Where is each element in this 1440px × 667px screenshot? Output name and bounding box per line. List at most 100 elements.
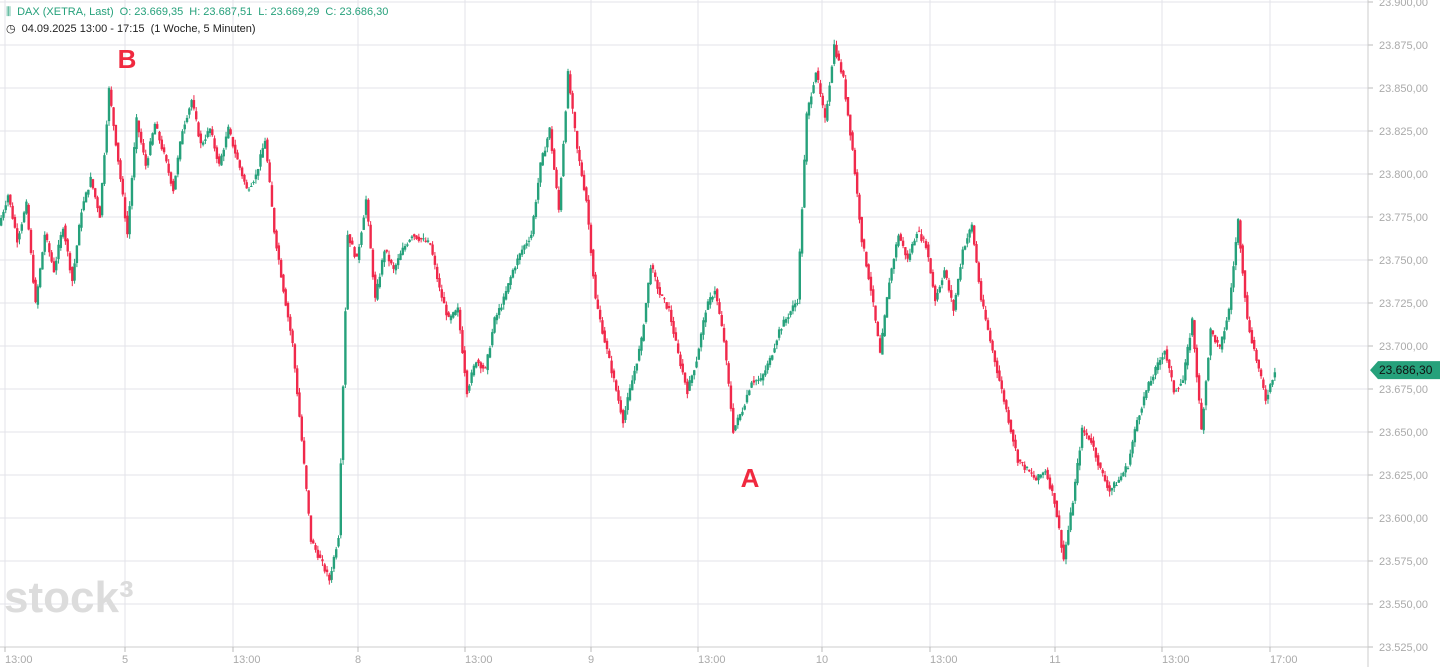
- candle-body: [1184, 362, 1187, 381]
- candle-body: [1252, 339, 1256, 350]
- candle-body: [539, 162, 542, 183]
- candle-body: [975, 244, 978, 263]
- candle-body: [853, 149, 857, 175]
- candle-body: [158, 131, 161, 141]
- annotation-a: A: [741, 463, 760, 493]
- candle-body: [1101, 469, 1104, 474]
- candle-group: [27, 203, 37, 304]
- candle-body: [415, 235, 418, 240]
- candle-body: [48, 243, 51, 253]
- candle-body: [1062, 544, 1065, 560]
- candle-body: [289, 316, 292, 331]
- candle-body: [408, 239, 411, 242]
- candle-group: [385, 249, 395, 274]
- candle-group: [1248, 316, 1258, 364]
- candle-body: [213, 138, 216, 149]
- candle-body: [913, 240, 916, 246]
- candle-body: [555, 169, 558, 189]
- candle-body: [463, 350, 466, 374]
- candle-group: [110, 86, 120, 165]
- candle-body: [954, 294, 958, 310]
- candle-body: [1209, 328, 1212, 356]
- candle-body: [610, 360, 613, 374]
- candle-body: [98, 206, 102, 218]
- candle-body: [773, 348, 776, 353]
- candle-body: [642, 324, 645, 341]
- candle-group: [128, 114, 138, 239]
- candle-group: [1239, 219, 1249, 321]
- candle-body: [603, 330, 606, 343]
- price-axis[interactable]: 23.525,00 23.550,00 23.575,00 23.600,00 23.6…: [1367, 0, 1428, 667]
- candle-body: [286, 303, 290, 318]
- candle-group: [734, 407, 744, 432]
- candle-body: [71, 266, 74, 282]
- candle-body: [1163, 350, 1166, 355]
- candle-group: [357, 195, 368, 264]
- candle-body: [846, 97, 850, 116]
- candle-body: [897, 235, 900, 246]
- candle-body: [275, 230, 278, 249]
- candle-group: [1147, 365, 1157, 393]
- candle-body: [676, 343, 680, 353]
- candle-body: [41, 252, 44, 270]
- candle-body: [736, 417, 740, 426]
- candle-body: [105, 124, 108, 153]
- candle-body: [1241, 245, 1244, 274]
- candle-group: [587, 195, 597, 300]
- candle-group: [1184, 316, 1194, 385]
- candle-body: [0, 217, 3, 226]
- y-tick-label: 23.650,00: [1379, 427, 1428, 439]
- candle-body: [601, 320, 604, 334]
- candle-group: [321, 555, 331, 585]
- candle-body: [481, 364, 485, 369]
- candle-body: [956, 278, 960, 295]
- candle-body: [585, 187, 588, 201]
- candle-group: [872, 285, 882, 354]
- candle-body: [126, 215, 129, 235]
- candle-body: [442, 296, 446, 304]
- last-price-tag-bg: [1370, 361, 1440, 380]
- last-price-label: 23.686,30: [1379, 363, 1433, 377]
- candle-body: [966, 238, 969, 244]
- candle-body: [534, 202, 538, 217]
- candle-body: [748, 390, 751, 396]
- candle-body: [123, 197, 127, 219]
- candle-body: [367, 199, 370, 222]
- candle-group: [899, 232, 909, 263]
- candle-group: [36, 231, 46, 309]
- candle-group: [1193, 319, 1203, 430]
- candle-body: [1138, 415, 1141, 420]
- candle-body: [1181, 380, 1185, 383]
- candle-body: [332, 556, 336, 569]
- candle-body: [989, 330, 992, 342]
- time-axis[interactable]: 13:00 5 13:00 8 13:00 9 13:00 10 13:00 11 13:00 17:…: [0, 646, 1368, 666]
- candle-body: [1021, 462, 1024, 464]
- candle-body: [1096, 455, 1100, 466]
- candle-body: [833, 44, 836, 64]
- candle-body: [621, 410, 625, 424]
- candle-group: [238, 159, 248, 189]
- candle-body: [738, 414, 742, 420]
- candle-body: [20, 224, 24, 231]
- candle-body: [75, 245, 79, 264]
- candle-body: [1158, 360, 1162, 365]
- candle-body: [711, 296, 714, 300]
- candle-body: [330, 571, 333, 580]
- candle-body: [82, 201, 85, 211]
- candle-body: [1156, 362, 1160, 371]
- candle-body: [592, 249, 595, 277]
- candle-body: [504, 291, 508, 300]
- candle-body: [176, 157, 180, 175]
- candle-group: [605, 338, 616, 383]
- candle-body: [236, 152, 239, 160]
- candle-group: [137, 120, 147, 170]
- candle-group: [642, 264, 652, 342]
- candle-body: [199, 133, 203, 144]
- x-tick-label: 11: [1049, 654, 1060, 666]
- candle-body: [569, 74, 572, 94]
- candle-body: [1179, 383, 1182, 386]
- candle-body: [52, 261, 56, 273]
- candle-body: [715, 289, 719, 302]
- candle-body: [394, 264, 398, 271]
